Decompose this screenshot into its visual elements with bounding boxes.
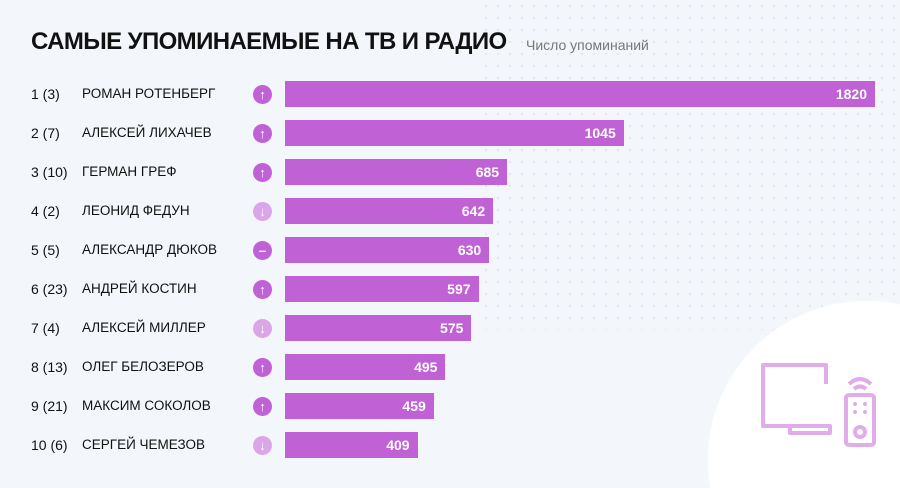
bar-row: 4 (2) ЛЕОНИД ФЕДУН ↓ 642 [0, 198, 900, 224]
bar: 495 [285, 354, 446, 380]
category-label: ГЕРМАН ГРЕФ [82, 164, 177, 179]
bar: 642 [285, 198, 494, 224]
value-label: 597 [447, 281, 471, 297]
value-label: 685 [475, 164, 500, 180]
rank-label: 3 (10) [31, 164, 68, 180]
value-label: 575 [440, 320, 464, 336]
category-label: АНДРЕЙ КОСТИН [82, 281, 197, 296]
bar-row: 8 (13) ОЛЕГ БЕЛОЗЕРОВ ↑ 495 [0, 354, 900, 380]
rank-label: 2 (7) [31, 125, 60, 141]
category-label: ЛЕОНИД ФЕДУН [82, 203, 190, 218]
category-label: МАКСИМ СОКОЛОВ [82, 398, 211, 413]
bar: 630 [285, 237, 490, 263]
rank-label: 4 (2) [31, 203, 60, 219]
value-label: 642 [461, 203, 486, 219]
trend-up-icon: ↑ [253, 124, 272, 143]
value-label: 1820 [835, 86, 867, 102]
bar-row: 7 (4) АЛЕКСЕЙ МИЛЛЕР ↓ 575 [0, 315, 900, 341]
bar-row: 1 (3) РОМАН РОТЕНБЕРГ ↑ 1820 [0, 81, 900, 107]
tv-remote-icon [761, 363, 876, 447]
rank-label: 8 (13) [31, 359, 68, 375]
bar: 459 [285, 393, 434, 419]
bar-row: 3 (10) ГЕРМАН ГРЕФ ↑ 685 [0, 159, 900, 185]
trend-up-icon: ↑ [253, 85, 272, 104]
trend-down-icon: ↓ [253, 436, 272, 455]
value-label: 459 [402, 398, 426, 414]
trend-up-icon: ↑ [253, 358, 272, 377]
rank-label: 5 (5) [31, 242, 60, 258]
trend-up-icon: ↑ [253, 397, 272, 416]
bar-row: 2 (7) АЛЕКСЕЙ ЛИХАЧЕВ ↑ 1045 [0, 120, 900, 146]
rank-label: 10 (6) [31, 437, 68, 453]
rank-label: 7 (4) [31, 320, 60, 336]
bar: 1820 [285, 81, 875, 107]
category-label: СЕРГЕЙ ЧЕМЕЗОВ [82, 437, 205, 452]
bar: 575 [285, 315, 472, 341]
bar: 1045 [285, 120, 624, 146]
trend-down-icon: ↓ [253, 319, 272, 338]
rank-label: 1 (3) [31, 86, 60, 102]
chart-title: САМЫЕ УПОМИНАЕМЫЕ НА ТВ И РАДИО [31, 28, 507, 55]
chart-subtitle: Число упоминаний [526, 37, 649, 53]
bar-row: 6 (23) АНДРЕЙ КОСТИН ↑ 597 [0, 276, 900, 302]
bar: 685 [285, 159, 508, 185]
rank-label: 6 (23) [31, 281, 68, 297]
value-label: 495 [414, 359, 438, 375]
category-label: АЛЕКСЕЙ МИЛЛЕР [82, 320, 206, 335]
category-label: ОЛЕГ БЕЛОЗЕРОВ [82, 359, 204, 374]
value-label: 409 [386, 437, 410, 453]
bar-row: 9 (21) МАКСИМ СОКОЛОВ ↑ 459 [0, 393, 900, 419]
trend-up-icon: ↑ [253, 163, 272, 182]
rank-label: 9 (21) [31, 398, 68, 414]
bar-row: 10 (6) СЕРГЕЙ ЧЕМЕЗОВ ↓ 409 [0, 432, 900, 458]
dot-pattern [480, 0, 900, 330]
category-label: АЛЕКСЕЙ ЛИХАЧЕВ [82, 125, 212, 140]
value-label: 630 [457, 242, 482, 258]
value-label: 1045 [584, 125, 616, 141]
trend-down-icon: ↓ [253, 202, 272, 221]
bar: 597 [285, 276, 479, 302]
bar: 409 [285, 432, 418, 458]
bar-row: 5 (5) АЛЕКСАНДР ДЮКОВ – 630 [0, 237, 900, 263]
category-label: РОМАН РОТЕНБЕРГ [82, 86, 216, 101]
trend-same-icon: – [253, 241, 272, 260]
trend-up-icon: ↑ [253, 280, 272, 299]
category-label: АЛЕКСАНДР ДЮКОВ [82, 242, 217, 257]
